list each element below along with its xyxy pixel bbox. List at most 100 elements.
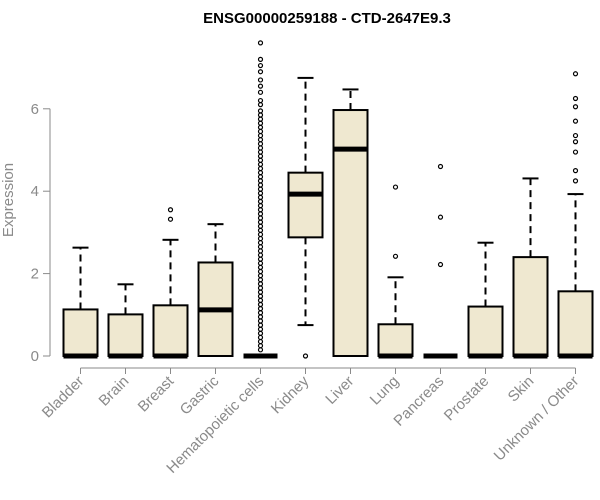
box-unknown-other — [557, 71, 594, 359]
outlier-point — [572, 104, 579, 110]
outlier-point — [257, 264, 264, 271]
outlier-point — [257, 153, 264, 159]
outlier-point — [257, 252, 264, 258]
box-bladder — [62, 246, 99, 359]
outlier-point — [257, 83, 264, 89]
x-tick-label: Bladder — [39, 373, 88, 422]
outlier-point — [257, 289, 264, 295]
outlier-point — [257, 132, 264, 139]
outlier-point — [257, 281, 264, 287]
x-tick-label: Lung — [367, 373, 403, 409]
outlier-point — [257, 223, 264, 229]
outlier-point — [257, 235, 264, 242]
box-iqr — [467, 305, 504, 357]
outlier-point — [257, 273, 264, 279]
outlier-point — [437, 163, 444, 170]
outlier-point — [257, 157, 264, 163]
box-iqr — [62, 308, 99, 357]
outlier-point — [257, 128, 264, 135]
outlier-point — [257, 256, 264, 262]
outlier-point — [257, 108, 264, 114]
box-kidney — [287, 76, 324, 359]
box-iqr — [557, 290, 594, 358]
outlier-point — [257, 190, 264, 196]
outlier-point — [257, 182, 264, 188]
outlier-point — [257, 297, 264, 303]
x-tick-label: Prostate — [441, 373, 493, 425]
box-iqr — [107, 313, 144, 357]
outlier-point — [572, 95, 579, 102]
outlier-point — [257, 347, 264, 353]
x-tick-label: Kidney — [268, 372, 313, 417]
y-tick-label: 2 — [31, 266, 39, 283]
outlier-point — [257, 231, 264, 238]
y-tick-label: 6 — [31, 101, 39, 118]
outlier-point — [257, 178, 264, 184]
box-brain — [107, 283, 144, 359]
outlier-point — [257, 343, 264, 349]
outlier-point — [257, 293, 264, 299]
outlier-point — [257, 40, 264, 46]
outlier-point — [257, 124, 264, 130]
outlier-point — [167, 207, 174, 213]
box-iqr — [377, 323, 414, 357]
outlier-point — [392, 184, 399, 190]
box-lung — [377, 184, 414, 359]
outlier-point — [257, 116, 264, 122]
outlier-point — [257, 277, 264, 283]
y-tick-label: 4 — [31, 183, 39, 200]
outlier-point — [257, 170, 264, 176]
box-iqr — [287, 171, 324, 239]
outlier-point — [257, 240, 264, 246]
outlier-point — [257, 203, 264, 209]
box-liver — [332, 88, 369, 358]
outlier-point — [572, 149, 579, 155]
x-tick-label: Pancreas — [390, 373, 447, 430]
outlier-point — [257, 69, 264, 75]
box-hematopoietic-cells — [243, 40, 278, 359]
box-iqr — [512, 256, 549, 357]
outlier-point — [257, 102, 264, 108]
box-breast — [152, 207, 189, 359]
outlier-point — [257, 219, 264, 225]
outlier-point — [257, 161, 264, 168]
outlier-point — [257, 165, 264, 172]
outlier-point — [572, 118, 579, 124]
box-gastric — [197, 223, 234, 358]
outlier-point — [572, 178, 579, 184]
outlier-point — [257, 310, 264, 316]
outlier-point — [257, 322, 264, 328]
y-tick-label: 0 — [31, 348, 39, 365]
box-skin — [512, 177, 549, 359]
outlier-point — [302, 353, 309, 359]
box-iqr — [152, 304, 189, 358]
outlier-point — [257, 56, 264, 62]
outlier-point — [257, 215, 264, 221]
outlier-point — [257, 248, 264, 254]
outlier-point — [572, 168, 579, 174]
x-tick-label: Unknown / Other — [491, 373, 583, 465]
outlier-point — [257, 268, 264, 275]
outlier-point — [257, 141, 264, 147]
x-tick-label: Liver — [322, 373, 357, 408]
outlier-point — [572, 132, 579, 139]
outlier-point — [257, 326, 264, 332]
outlier-point — [257, 227, 264, 233]
outlier-point — [257, 334, 264, 341]
outlier-point — [257, 62, 264, 69]
outlier-point — [257, 318, 264, 324]
outlier-point — [437, 261, 444, 268]
outlier-point — [257, 285, 264, 291]
chart-title: ENSG00000259188 - CTD-2647E9.3 — [203, 10, 451, 27]
outlier-point — [257, 97, 264, 104]
outlier-point — [257, 301, 264, 308]
outlier-point — [392, 253, 399, 259]
outlier-point — [572, 139, 579, 145]
x-tick-label: Breast — [135, 372, 178, 415]
outlier-point — [257, 211, 264, 217]
outlier-point — [257, 314, 264, 320]
outlier-point — [257, 186, 264, 192]
outlier-point — [167, 216, 174, 222]
